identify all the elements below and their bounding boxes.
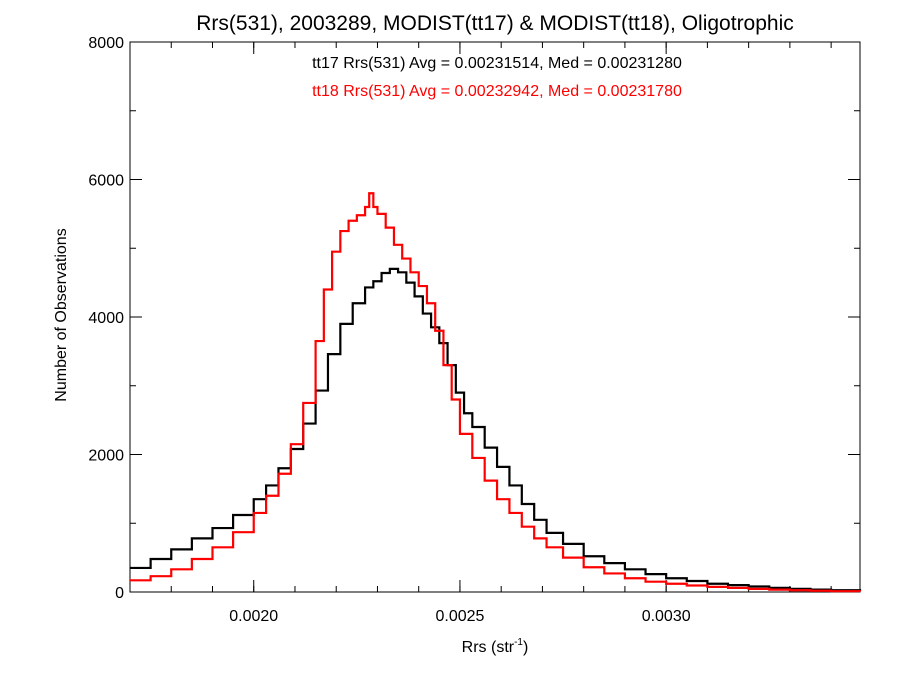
x-tick-label: 0.0025 [435, 608, 484, 625]
series-line-tt18 [130, 192, 862, 593]
series-line-tt17 [130, 267, 862, 592]
y-tick-labels: 0 2000 4000 6000 8000 [88, 35, 124, 602]
plot-frame [129, 41, 861, 593]
chart-title: Rrs(531), 2003289, MODIST(tt17) & MODIST… [196, 12, 794, 35]
y-axis-label: Number of Observations [53, 228, 70, 401]
annotation-tt18: tt18 Rrs(531) Avg = 0.00232942, Med = 0.… [312, 83, 682, 100]
y-tick-label: 0 [115, 585, 124, 602]
y-tick-label: 4000 [88, 310, 124, 327]
y-tick-label: 2000 [88, 448, 124, 465]
series-layer [130, 192, 862, 593]
y-tick-label: 6000 [88, 173, 124, 190]
x-tick-label: 0.0020 [229, 608, 278, 625]
x-axis-label: Rrs (str-1) [462, 637, 529, 656]
x-tick-label: 0.0030 [642, 608, 691, 625]
axis-ticks [129, 41, 860, 593]
y-tick-label: 8000 [88, 35, 124, 52]
annotation-tt17: tt17 Rrs(531) Avg = 0.00231514, Med = 0.… [312, 55, 682, 72]
x-tick-labels: 0.0020 0.0025 0.0030 [229, 608, 690, 625]
